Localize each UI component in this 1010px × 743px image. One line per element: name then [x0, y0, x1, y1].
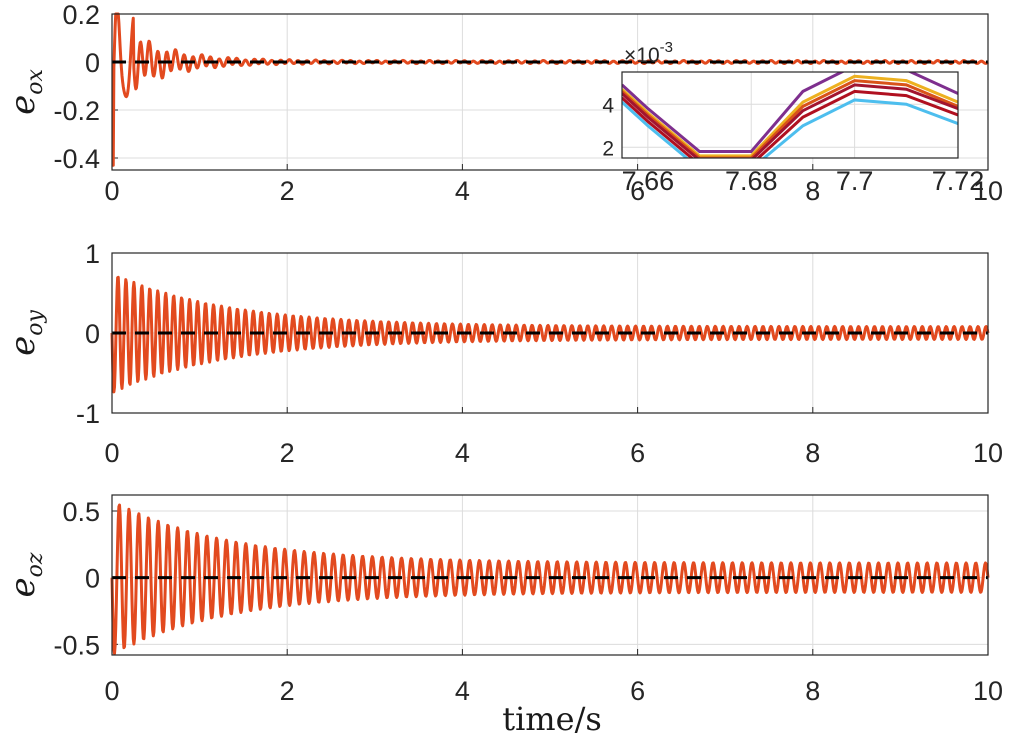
- inset-series-line: [622, 83, 958, 158]
- x-tick-label: 0: [104, 676, 119, 706]
- x-tick-label: 2: [280, 676, 295, 706]
- y-tick-label: 0: [85, 48, 100, 78]
- axis-frame: [111, 252, 989, 414]
- inset-series-line: [622, 74, 958, 158]
- inset-x-tick-label: 7.68: [725, 166, 778, 196]
- y-tick-label: -0.2: [53, 96, 100, 126]
- axis-frame: [111, 494, 989, 656]
- y-axis-label: eoz: [3, 552, 48, 597]
- y-axis-label: eox: [3, 69, 48, 115]
- inset-series-line: [622, 89, 958, 158]
- y-axis-label-sub: ox: [23, 69, 48, 95]
- inset-frame: [621, 71, 959, 159]
- y-tick-label: 0.5: [62, 497, 100, 527]
- x-tick-label: 0: [104, 176, 119, 206]
- inset-x-tick-label: 7.7: [836, 166, 874, 196]
- x-tick-label: 0: [104, 438, 119, 468]
- y-axis-label-sub: oy: [23, 310, 48, 336]
- inset-exponent-power: -3: [660, 39, 673, 56]
- y-axis-label-sub: oz: [23, 552, 48, 577]
- y-tick-label: -0.5: [53, 630, 100, 660]
- y-axis-label-base: e: [3, 336, 43, 356]
- y-tick-label: 0: [85, 319, 100, 349]
- inset-x-tick-label: 7.72: [932, 166, 985, 196]
- inset-y-tick-label: 2: [602, 137, 614, 160]
- y-tick-label: -1: [76, 399, 100, 429]
- inset-exponent-label: ×10-3: [624, 39, 673, 67]
- y-axis-label-base: e: [3, 577, 43, 597]
- y-tick-label: 0: [85, 564, 100, 594]
- inset-series-line: [622, 72, 958, 154]
- zoom-inset: 7.66 7.68 7.7 7.72 4 2 ×10-3: [602, 39, 984, 196]
- x-tick-label: 4: [455, 438, 470, 468]
- inset-x-tick-label: 7.66: [622, 166, 675, 196]
- x-tick-label: 10: [973, 176, 1003, 206]
- x-tick-label: 4: [455, 176, 470, 206]
- x-tick-label: 8: [805, 176, 820, 206]
- y-axis-label: eoy: [3, 310, 48, 356]
- y-tick-label: 0.2: [62, 0, 100, 30]
- x-tick-label: 6: [630, 676, 645, 706]
- x-tick-label: 6: [630, 176, 645, 206]
- inset-exponent-base: ×10: [624, 44, 660, 67]
- x-axis-label: time/s: [502, 700, 602, 738]
- x-tick-label: 10: [973, 438, 1003, 468]
- y-tick-label: -0.4: [53, 144, 100, 174]
- y-tick-label: 1: [85, 239, 100, 269]
- x-tick-label: 10: [973, 676, 1003, 706]
- x-tick-label: 8: [805, 438, 820, 468]
- inset-y-tick-label: 4: [602, 94, 614, 117]
- inset-series-line: [622, 98, 958, 158]
- x-tick-label: 2: [280, 176, 295, 206]
- x-tick-label: 8: [805, 676, 820, 706]
- x-tick-label: 2: [280, 438, 295, 468]
- axis-frame: [111, 13, 989, 171]
- x-tick-label: 6: [630, 438, 645, 468]
- y-axis-label-base: e: [3, 95, 43, 115]
- x-tick-label: 4: [455, 676, 470, 706]
- inset-series-line: [622, 79, 958, 158]
